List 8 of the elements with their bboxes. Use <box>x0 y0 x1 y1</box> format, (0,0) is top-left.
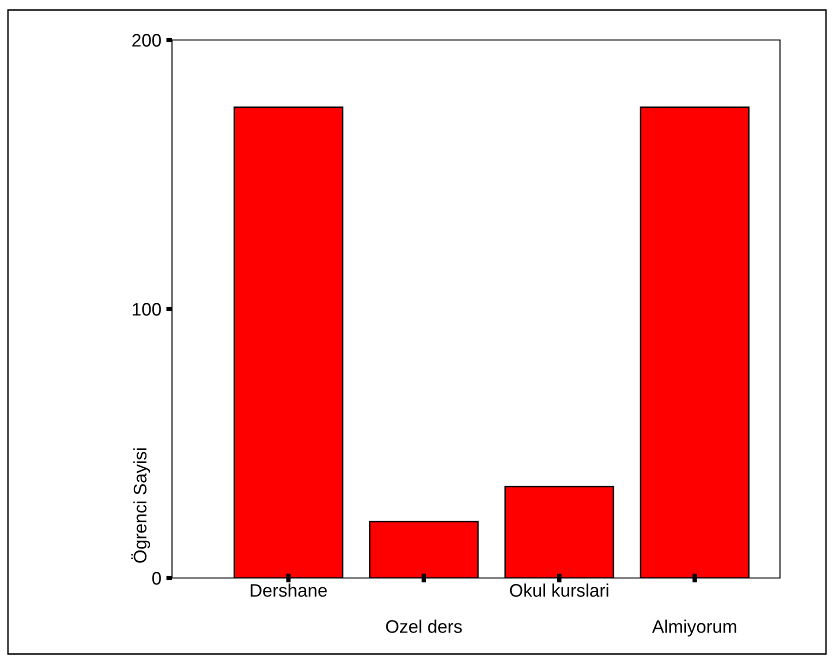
x-tick-label: Ozel ders <box>386 620 462 633</box>
y-axis-title: Ögrenci Sayisi <box>131 448 150 563</box>
y-tick-label: 100 <box>132 302 161 316</box>
x-tick-label: Okul kurslari <box>510 584 608 597</box>
x-tick-label: Almiyorum <box>652 620 736 636</box>
x-tick-label: Dershane <box>250 584 327 597</box>
y-tick-label: 200 <box>132 34 161 47</box>
y-tick-label: 0 <box>152 572 161 585</box>
